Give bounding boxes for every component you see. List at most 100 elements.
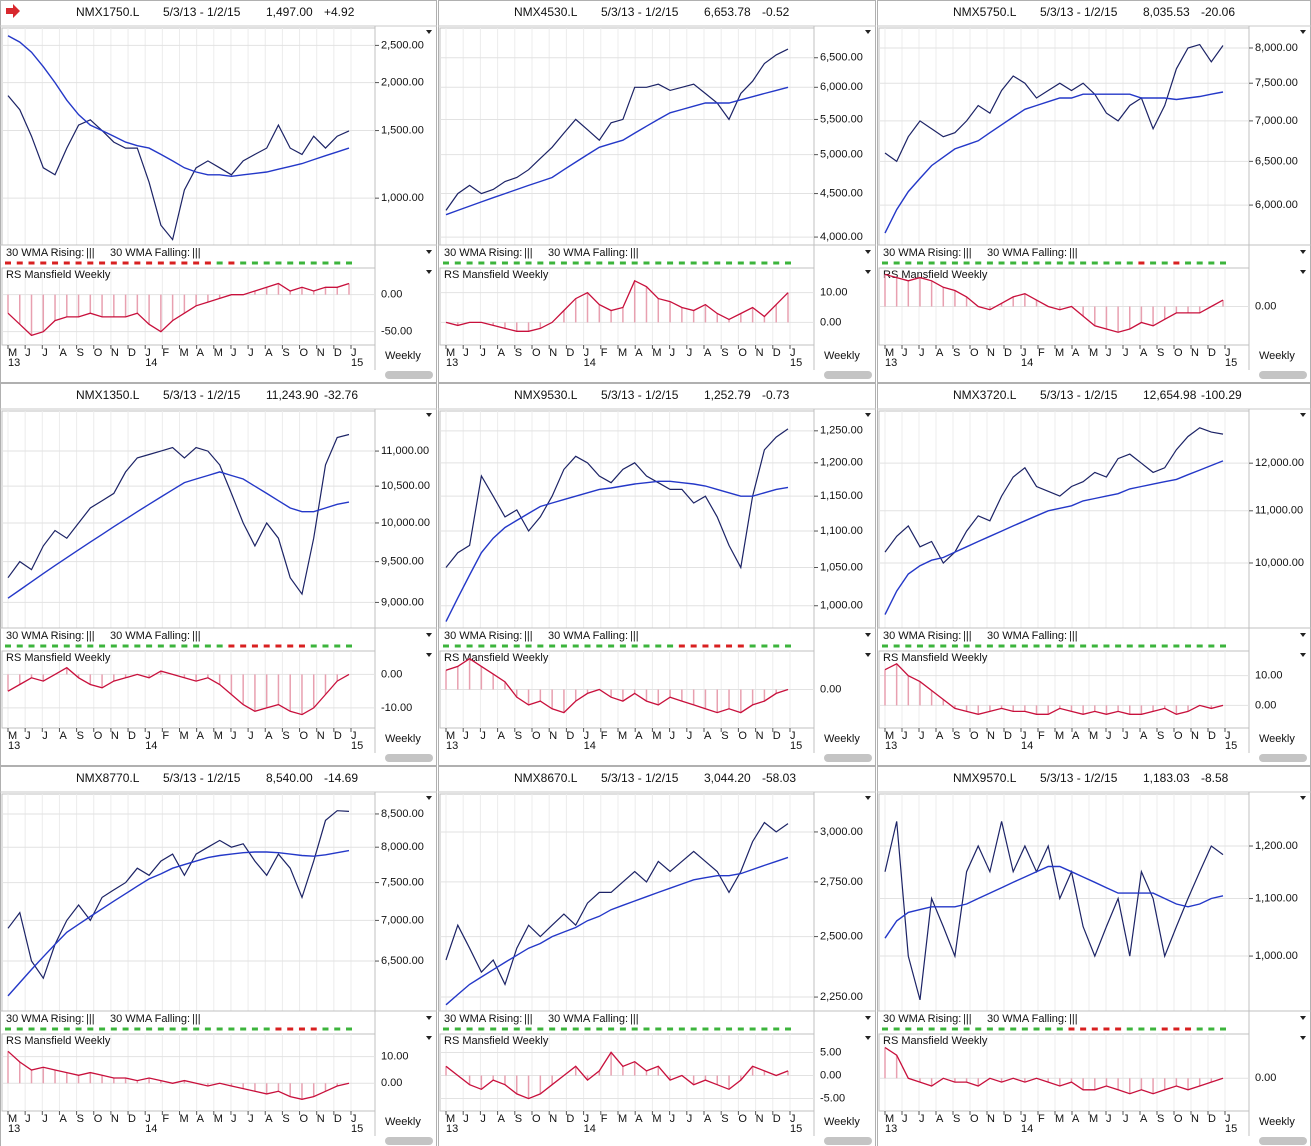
- trend-dot: [63, 261, 70, 265]
- y-tick-label: 9,000.00: [381, 596, 424, 608]
- period-label[interactable]: Weekly: [824, 733, 860, 745]
- moving-average-line: [884, 460, 1224, 615]
- strip-menu[interactable]: [426, 1016, 432, 1020]
- falling-glyph: |||: [192, 247, 201, 259]
- trend-dot: [1068, 644, 1075, 648]
- scrollbar-thumb[interactable]: [385, 371, 433, 379]
- scrollbar-thumb[interactable]: [1259, 754, 1307, 762]
- month-label: N: [1191, 730, 1199, 742]
- strip-menu[interactable]: [426, 633, 432, 637]
- scrollbar-thumb[interactable]: [385, 754, 433, 762]
- period-label[interactable]: Weekly: [385, 1116, 421, 1128]
- rs-menu[interactable]: [1300, 1036, 1306, 1040]
- header-last: 8,035.53: [1143, 5, 1190, 19]
- rs-title: RS Mansfield Weekly: [444, 652, 549, 664]
- scrollbar-thumb[interactable]: [385, 1137, 433, 1145]
- year-label: 15: [1225, 1123, 1237, 1135]
- y-tick-label: 11,000.00: [1255, 505, 1303, 517]
- strip-menu[interactable]: [1300, 633, 1306, 637]
- strip-menu[interactable]: [865, 633, 871, 637]
- scrollbar-thumb[interactable]: [824, 1137, 872, 1145]
- trend-dot: [773, 1027, 780, 1031]
- period-label[interactable]: Weekly: [1259, 733, 1295, 745]
- month-label: M: [214, 1113, 223, 1125]
- axis-menu[interactable]: [1300, 30, 1306, 34]
- falling-label: 30 WMA Falling:: [987, 247, 1067, 259]
- month-label: A: [1140, 347, 1148, 359]
- trend-dot: [5, 261, 11, 265]
- trend-dot: [1196, 261, 1203, 265]
- axis-menu[interactable]: [865, 796, 871, 800]
- strip-menu[interactable]: [426, 250, 432, 254]
- month-label: J: [480, 730, 486, 742]
- strip-menu[interactable]: [1300, 250, 1306, 254]
- plot-area: [439, 27, 815, 246]
- month-label: S: [282, 347, 289, 359]
- trend-dot: [1126, 644, 1133, 648]
- strip-menu[interactable]: [865, 250, 871, 254]
- month-label: J: [790, 347, 796, 359]
- rs-menu[interactable]: [865, 1036, 871, 1040]
- month-label: N: [549, 347, 557, 359]
- period-label[interactable]: Weekly: [385, 733, 421, 745]
- trend-dot: [785, 1027, 791, 1031]
- menu-arrow[interactable]: [6, 4, 20, 18]
- axis-menu[interactable]: [865, 413, 871, 417]
- month-label: J: [687, 730, 693, 742]
- trend-dot: [619, 261, 626, 265]
- rs-menu[interactable]: [426, 270, 432, 274]
- scrollbar-thumb[interactable]: [824, 754, 872, 762]
- trend-dot: [110, 1027, 117, 1031]
- month-label: A: [704, 1113, 712, 1125]
- trend-dot: [986, 644, 993, 648]
- period-label[interactable]: Weekly: [385, 350, 421, 362]
- period-label[interactable]: Weekly: [1259, 1116, 1295, 1128]
- month-label: M: [652, 347, 661, 359]
- scrollbar-thumb[interactable]: [1259, 371, 1307, 379]
- rs-menu[interactable]: [1300, 653, 1306, 657]
- rs-menu[interactable]: [426, 1036, 432, 1040]
- scrollbar-thumb[interactable]: [1259, 1137, 1307, 1145]
- period-label[interactable]: Weekly: [824, 350, 860, 362]
- axis-menu[interactable]: [865, 30, 871, 34]
- month-label: D: [773, 730, 781, 742]
- trend-dot: [1033, 1027, 1040, 1031]
- month-label: J: [790, 1113, 796, 1125]
- y-tick-label: 12,000.00: [1255, 457, 1304, 469]
- axis-menu[interactable]: [1300, 413, 1306, 417]
- trend-dot: [690, 261, 697, 265]
- trend-dot: [584, 261, 591, 265]
- axis-menu[interactable]: [426, 413, 432, 417]
- rs-menu[interactable]: [865, 653, 871, 657]
- month-label: S: [1157, 730, 1164, 742]
- month-label: J: [25, 730, 31, 742]
- rs-menu[interactable]: [426, 653, 432, 657]
- rs-tick-label: 0.00: [381, 289, 402, 301]
- trend-dot: [560, 261, 567, 265]
- month-label: J: [145, 1113, 151, 1125]
- trend-dot: [761, 644, 768, 648]
- strip-menu[interactable]: [1300, 1016, 1306, 1020]
- period-label[interactable]: Weekly: [1259, 350, 1295, 362]
- period-label[interactable]: Weekly: [824, 1116, 860, 1128]
- axis-menu[interactable]: [1300, 796, 1306, 800]
- scrollbar-thumb[interactable]: [824, 371, 872, 379]
- trend-dot: [513, 1027, 520, 1031]
- strip-menu[interactable]: [865, 1016, 871, 1020]
- month-label: N: [111, 730, 119, 742]
- axis-menu[interactable]: [426, 30, 432, 34]
- rs-menu[interactable]: [865, 270, 871, 274]
- rs-tick-label: 10.00: [820, 287, 848, 299]
- trend-dot: [916, 644, 923, 648]
- falling-glyph: |||: [192, 1013, 201, 1025]
- trend-dot: [537, 644, 544, 648]
- trend-dot: [490, 261, 497, 265]
- chart-panel: NMX3720.L 5/3/13 - 1/2/15 12,654.98 -100.29…: [877, 383, 1311, 766]
- month-label: S: [721, 1113, 728, 1125]
- falling-label: 30 WMA Falling:: [987, 1013, 1067, 1025]
- trend-dot: [1150, 261, 1157, 265]
- trend-dot: [204, 644, 211, 648]
- axis-menu[interactable]: [426, 796, 432, 800]
- rs-menu[interactable]: [1300, 270, 1306, 274]
- trend-dot: [157, 644, 164, 648]
